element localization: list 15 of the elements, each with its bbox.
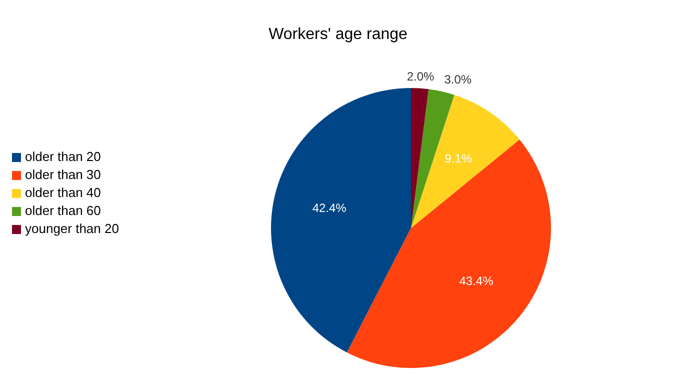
data-label: 42.4% bbox=[312, 201, 347, 216]
pie-slice bbox=[411, 88, 429, 228]
pie-slice bbox=[411, 94, 520, 228]
legend-label: older than 60 bbox=[25, 202, 101, 220]
pie-slice bbox=[346, 140, 551, 368]
chart-title: Workers' age range bbox=[268, 26, 408, 44]
legend-label: younger than 20 bbox=[25, 220, 119, 238]
pie-slice bbox=[271, 88, 411, 353]
legend-label: older than 40 bbox=[25, 184, 101, 202]
data-label: 3.0% bbox=[444, 72, 472, 87]
data-label: 2.0% bbox=[406, 69, 435, 84]
data-label: 43.4% bbox=[459, 274, 494, 288]
legend-label: older than 20 bbox=[25, 148, 101, 166]
legend-label: older than 30 bbox=[25, 166, 101, 184]
data-label: 9.1% bbox=[444, 152, 472, 166]
